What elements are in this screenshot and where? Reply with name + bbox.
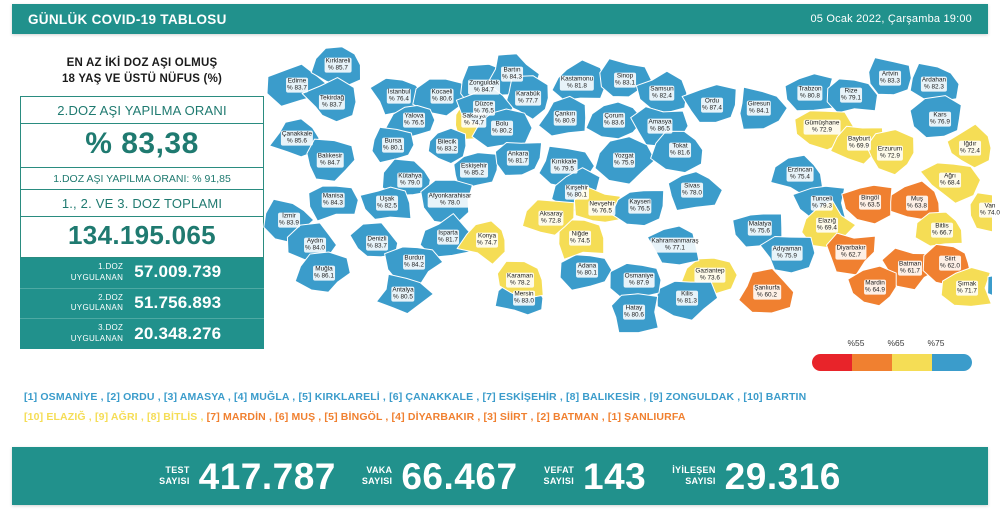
dose-3-label-line2: UYGULANAN <box>70 334 124 344</box>
second-dose-rate-value: % 83,38 <box>20 123 264 168</box>
legend-swatch-1 <box>852 354 892 371</box>
stat-recovered-label: İYİLEŞEN SAYISI <box>672 465 715 488</box>
stat-recovered: İYİLEŞEN SAYISI 29.316 <box>672 458 841 495</box>
legend-color-bar <box>812 354 972 371</box>
map-province-hatay[interactable] <box>610 293 659 334</box>
stat-death-label-line1: VEFAT <box>544 464 575 475</box>
map-province-kastamonu[interactable] <box>551 59 607 101</box>
dose-1-value: 57.009.739 <box>134 262 222 282</box>
stat-death-label: VEFAT SAYISI <box>544 465 574 488</box>
legend-swatch-2 <box>892 354 932 371</box>
total-doses-value: 134.195.065 <box>20 216 264 259</box>
footnote-row-blue: [1] OSMANİYE , [2] ORDU , [3] AMASYA , [… <box>24 391 807 403</box>
color-scale-legend: %55 %65 %75 <box>812 338 972 378</box>
footnote-row-colored: [10] ELAZIĞ , [9] AĞRI , [8] BİTLİS , [7… <box>24 408 974 428</box>
stat-case-label-line2: SAYISI <box>361 476 393 486</box>
dose-breakdown-body: 1.DOZ UYGULANAN 57.009.739 2.DOZ UYGULAN… <box>20 258 264 349</box>
legend-swatch-0 <box>812 354 852 371</box>
total-doses-label: 1., 2. VE 3. DOZ TOPLAMI <box>20 189 264 217</box>
dose-2-label: 2.DOZ UYGULANAN <box>20 288 132 319</box>
map-province-trabzon[interactable] <box>784 73 834 112</box>
legend-tick-55: %55 <box>847 338 865 348</box>
stat-case: VAKA SAYISI 66.467 <box>362 458 518 495</box>
dose-2-value: 51.756.893 <box>134 292 222 312</box>
dose-1-label: 1.DOZ UYGULANAN <box>20 258 132 288</box>
footnote-segment-1: [7] MARDİN , [6] MUŞ , [5] BİNGÖL , [4] … <box>206 410 686 423</box>
stat-death: VEFAT SAYISI 143 <box>544 458 647 495</box>
legend-swatch-3 <box>932 354 972 371</box>
stat-death-label-line2: SAYISI <box>543 476 575 486</box>
vaccination-summary-panel: EN AZ İKİ DOZ AŞI OLMUŞ 18 YAŞ VE ÜSTÜ N… <box>20 56 264 349</box>
province-footnotes: [1] OSMANİYE , [2] ORDU , [3] AMASYA , [… <box>24 388 974 428</box>
dose-2-label-line2: UYGULANAN <box>70 303 124 313</box>
stat-case-label: VAKA SAYISI <box>362 465 392 488</box>
stat-recovered-label-line1: İYİLEŞEN <box>672 464 716 475</box>
map-province-shapes <box>263 46 992 334</box>
stat-case-value: 66.467 <box>401 455 518 497</box>
table-row: 1.DOZ UYGULANAN 57.009.739 <box>20 258 264 289</box>
dose-3-value: 20.348.276 <box>134 323 222 343</box>
stat-case-label-line1: VAKA <box>366 464 393 475</box>
page-title: GÜNLÜK COVID-19 TABLOSU <box>28 11 227 27</box>
dose-1-label-line2: UYGULANAN <box>70 272 124 282</box>
stat-test-value: 417.787 <box>198 455 336 497</box>
first-dose-rate-line: 1.DOZ AŞI YAPILMA ORANI: % 91,85 <box>20 167 264 190</box>
map-province-artvin[interactable] <box>868 57 912 96</box>
daily-stats-bar: TEST SAYISI 417.787 VAKA SAYISI 66.467 V… <box>12 447 988 505</box>
dose-1-label-line1: 1.DOZ <box>98 262 124 272</box>
turkey-vaccination-map: Edirne% 83.7 Kırklareli% 85.7 Tekirdağ% 83… <box>262 40 1000 380</box>
dose-2-label-line1: 2.DOZ <box>98 292 124 302</box>
dose-3-label-line1: 3.DOZ <box>98 323 124 333</box>
legend-tick-65: %65 <box>887 338 905 348</box>
report-timestamp: 05 Ocak 2022, Çarşamba 19:00 <box>810 13 972 25</box>
stat-test-label-line1: TEST <box>165 464 190 475</box>
map-province-hakkari[interactable] <box>987 264 992 304</box>
dose-breakdown-table: 1.DOZ UYGULANAN 57.009.739 2.DOZ UYGULAN… <box>20 258 264 349</box>
stat-recovered-value: 29.316 <box>724 455 841 497</box>
page-header: GÜNLÜK COVID-19 TABLOSU 05 Ocak 2022, Ça… <box>12 4 988 34</box>
stat-test-label: TEST SAYISI <box>159 465 189 488</box>
stat-test-label-line2: SAYISI <box>159 476 190 486</box>
dose-3-label: 3.DOZ UYGULANAN <box>20 319 132 349</box>
stat-death-value: 143 <box>583 455 647 497</box>
table-row: 2.DOZ UYGULANAN 51.756.893 <box>20 288 264 319</box>
panel-heading: EN AZ İKİ DOZ AŞI OLMUŞ 18 YAŞ VE ÜSTÜ N… <box>20 56 264 87</box>
stat-test: TEST SAYISI 417.787 <box>159 458 336 495</box>
second-dose-rate-label: 2.DOZ AŞI YAPILMA ORANI <box>20 96 264 124</box>
panel-heading-line1: EN AZ İKİ DOZ AŞI OLMUŞ <box>66 57 218 69</box>
panel-heading-line2: 18 YAŞ VE ÜSTÜ NÜFUS (%) <box>61 72 223 85</box>
table-row: 3.DOZ UYGULANAN 20.348.276 <box>20 319 264 349</box>
footnote-segment-0: [10] ELAZIĞ , [9] AĞRI , [8] BİTLİS , <box>24 410 207 423</box>
stat-recovered-label-line2: SAYISI <box>685 476 716 486</box>
legend-tick-75: %75 <box>927 338 945 348</box>
map-svg <box>263 46 992 334</box>
